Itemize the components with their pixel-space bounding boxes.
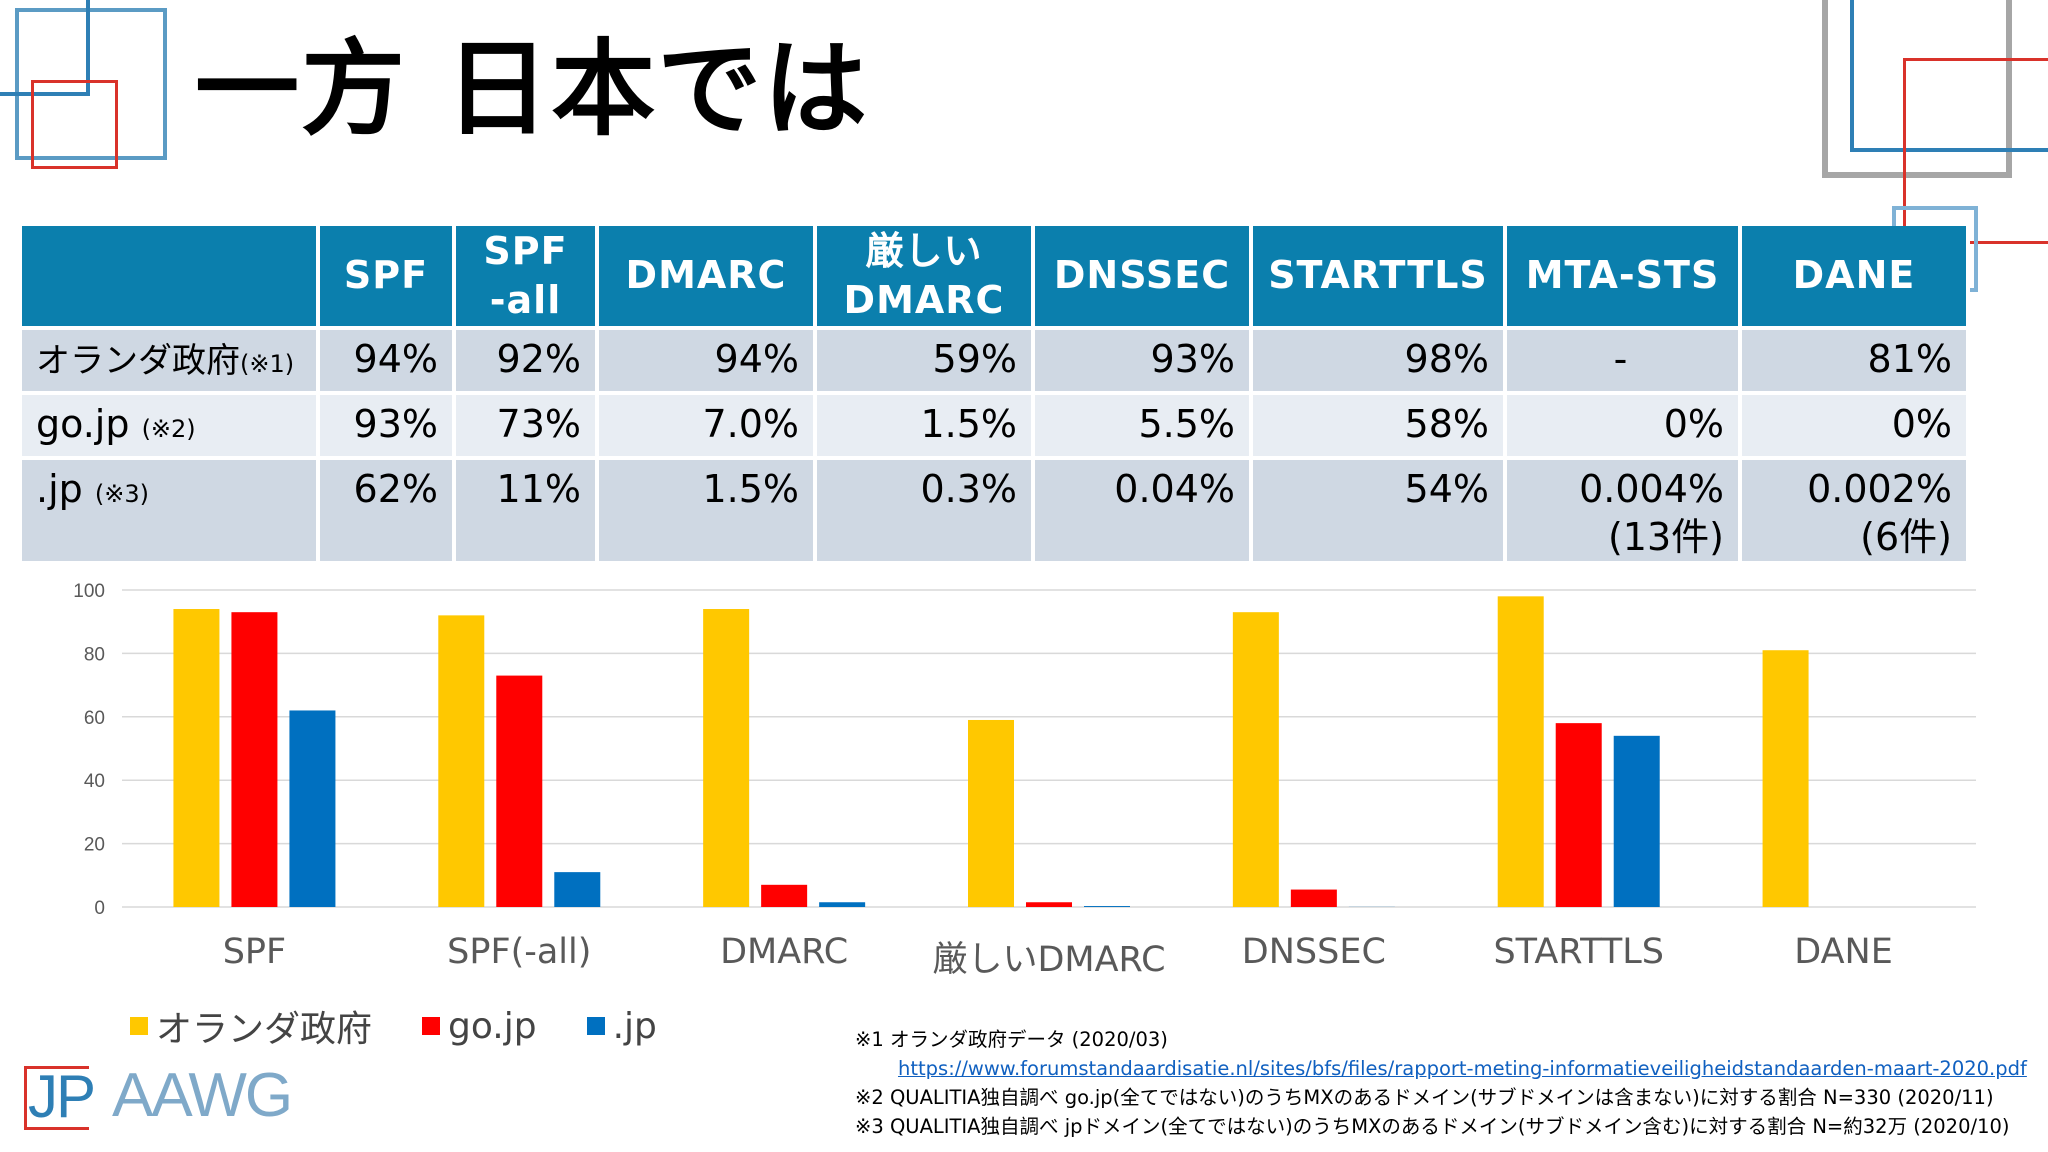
bar (1026, 902, 1072, 907)
header-strict-dmarc: 厳しい DMARC (815, 226, 1035, 330)
table-cell: 1.5% (597, 458, 817, 565)
x-tick-label: STARTTLS (1493, 932, 1663, 972)
y-tick-label: 100 (73, 581, 105, 602)
legend-item-dutch: オランダ政府 (130, 1000, 372, 1052)
bar (496, 675, 543, 907)
table-cell: 94% (597, 328, 817, 395)
table-cell: 98% (1251, 328, 1507, 395)
footnote-1: ※1 オランダ政府データ (2020/03) (855, 1028, 1168, 1051)
footnote-2: ※2 QUALITIA独自調べ go.jp(全てではない)のうちMXのあるドメイ… (855, 1086, 1994, 1109)
table-cell: 0% (1505, 393, 1742, 460)
footnotes: ※1 オランダ政府データ (2020/03) https://www.forum… (855, 1025, 2027, 1141)
legend-item-jp: .jp (586, 1000, 657, 1052)
row-label: go.jp (※2) (22, 393, 320, 460)
row-label: オランダ政府(※1) (22, 328, 320, 395)
legend-swatch (422, 1017, 441, 1035)
y-tick-label: 40 (84, 771, 105, 792)
table-cell: 59% (815, 328, 1035, 395)
chart-legend: オランダ政府 go.jp .jp (130, 1000, 657, 1052)
x-tick-label: DANE (1794, 932, 1893, 972)
bar (1762, 650, 1809, 907)
table-cell: 58% (1251, 393, 1507, 460)
header-dnssec: DNSSEC (1033, 226, 1253, 330)
legend-swatch (130, 1017, 148, 1035)
table-cell: 1.5% (815, 393, 1035, 460)
y-tick-label: 60 (84, 708, 105, 729)
table-cell: 7.0% (597, 393, 817, 460)
footnote-3: ※3 QUALITIA独自調べ jpドメイン(全てではない)のうちMXのあるドメ… (855, 1115, 2010, 1138)
row-label: .jp (※3) (22, 458, 320, 565)
table-cell: 5.5% (1033, 393, 1253, 460)
bar-chart: 0 20 40 60 80 100 SPF SPF(-all) DMARC 厳しいDMARC DNS… (73, 581, 1976, 980)
table-cell: 0.04% (1033, 458, 1253, 565)
header-dmarc: DMARC (597, 226, 817, 330)
deco-frame-gray-right (1822, 0, 2012, 178)
y-tick-label: 20 (84, 835, 105, 856)
comparison-table: SPF SPF -all DMARC 厳しい DMARC DNSSEC STAR… (22, 226, 1970, 565)
bar (173, 609, 220, 907)
table-cell: 0.002% (6件) (1740, 458, 1970, 565)
table-cell: - (1505, 328, 1742, 395)
deco-frame-blue-left (15, 8, 167, 160)
y-tick-label: 80 (84, 644, 105, 665)
header-spf-all: SPF -all (454, 226, 599, 330)
bar (968, 719, 1014, 907)
deco-frame-red-left (31, 80, 118, 169)
header-mta-sts: MTA-STS (1505, 226, 1742, 330)
deco-frame-gray-left (0, 0, 90, 96)
footnote-url-link[interactable]: https://www.forumstandaardisatie.nl/site… (898, 1057, 2027, 1080)
header-starttls: STARTTLS (1251, 226, 1507, 330)
legend-swatch (586, 1017, 605, 1035)
table-cell: 54% (1251, 458, 1507, 565)
table-row: .jp (※3) 62% 11% 1.5% 0.3% 0.04% 54% 0.0… (22, 458, 1970, 565)
table-cell: 93% (1033, 328, 1253, 395)
table-cell: 0.004% (13件) (1505, 458, 1742, 565)
table-header-row: SPF SPF -all DMARC 厳しい DMARC DNSSEC STAR… (22, 226, 1970, 330)
x-tick-label: SPF (223, 932, 286, 972)
x-tick-label: 厳しいDMARC (932, 940, 1165, 980)
table-cell: 0.3% (815, 458, 1035, 565)
table-cell: 93% (318, 393, 456, 460)
legend-item-gojp: go.jp (422, 1000, 537, 1052)
table-cell: 73% (454, 393, 599, 460)
bar (289, 710, 336, 907)
bar (1497, 596, 1544, 907)
bar (761, 884, 808, 907)
x-tick-label: SPF(-all) (447, 932, 591, 972)
bar (819, 902, 866, 907)
table-cell: 11% (454, 458, 599, 565)
table-cell: 94% (318, 328, 456, 395)
y-tick-label: 0 (94, 898, 105, 919)
bar (554, 872, 601, 907)
jpaawg-logo: JP AAWG (22, 1060, 332, 1130)
x-tick-label: DNSSEC (1242, 932, 1386, 972)
bar (231, 612, 278, 907)
header-corner (22, 226, 320, 330)
deco-frame-blue-right (1850, 0, 2048, 152)
bar (703, 609, 750, 907)
page-title: 一方 日本では (195, 28, 870, 150)
table-cell: 81% (1740, 328, 1970, 395)
bar (1613, 735, 1660, 907)
table-cell: 92% (454, 328, 599, 395)
table-row: go.jp (※2) 93% 73% 7.0% 1.5% 5.5% 58% 0%… (22, 393, 1970, 460)
bar (1084, 906, 1130, 907)
header-spf: SPF (318, 226, 456, 330)
table-row: オランダ政府(※1) 94% 92% 94% 59% 93% 98% - 81% (22, 328, 1970, 395)
bar (1232, 612, 1279, 907)
bar (1290, 889, 1337, 907)
bar (438, 615, 485, 907)
table-cell: 0% (1740, 393, 1970, 460)
header-dane: DANE (1740, 226, 1970, 330)
bar (1555, 723, 1602, 907)
x-tick-label: DMARC (720, 932, 848, 972)
table-cell: 62% (318, 458, 456, 565)
